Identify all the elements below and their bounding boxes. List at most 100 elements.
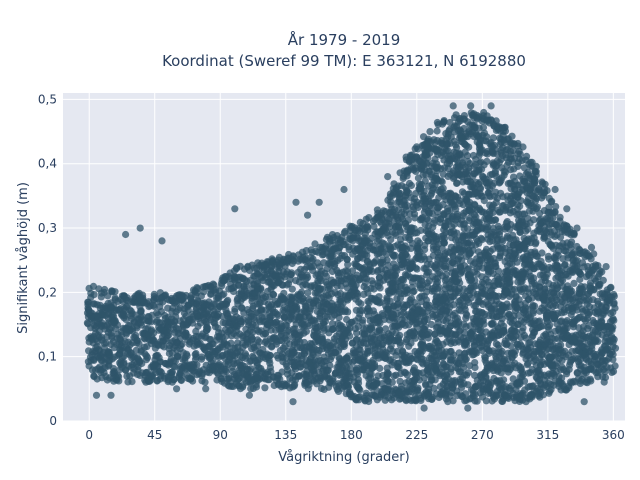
data-point <box>299 294 307 302</box>
data-point <box>473 307 481 315</box>
data-point <box>520 245 528 253</box>
data-point <box>202 326 210 334</box>
data-point <box>341 340 349 348</box>
data-point <box>487 267 495 275</box>
data-point <box>487 320 495 328</box>
data-point <box>529 181 537 189</box>
data-point <box>463 152 472 160</box>
data-point <box>411 214 419 222</box>
data-point <box>369 307 377 315</box>
data-point <box>386 223 394 231</box>
data-point <box>304 289 312 297</box>
data-point <box>413 265 421 273</box>
data-point <box>164 328 172 336</box>
data-point <box>246 327 254 335</box>
data-point <box>462 310 470 318</box>
data-point <box>390 253 398 261</box>
data-point <box>450 220 458 229</box>
data-point <box>271 308 279 317</box>
data-point <box>477 334 485 342</box>
data-point <box>467 276 476 284</box>
data-point <box>363 258 371 266</box>
data-point <box>367 294 375 302</box>
data-point <box>482 373 490 381</box>
data-point <box>485 207 494 216</box>
data-point <box>455 338 463 346</box>
data-point <box>451 192 459 200</box>
data-point <box>133 339 141 347</box>
data-point <box>281 380 289 388</box>
data-point <box>333 266 341 274</box>
data-point <box>411 229 419 237</box>
data-point <box>446 303 454 311</box>
data-point <box>368 365 376 373</box>
data-point <box>214 370 222 378</box>
data-point <box>372 381 380 389</box>
data-point <box>531 168 539 176</box>
data-point <box>302 257 310 265</box>
data-point <box>482 149 490 157</box>
data-point <box>263 350 271 358</box>
data-point <box>498 397 507 405</box>
data-point <box>498 310 507 318</box>
data-point <box>241 362 249 371</box>
data-point <box>349 281 358 289</box>
data-point <box>388 378 396 386</box>
data-point <box>83 319 91 327</box>
data-point <box>192 349 200 358</box>
data-point <box>537 278 546 286</box>
data-point <box>311 356 319 364</box>
data-point <box>376 284 384 292</box>
data-point <box>422 296 430 304</box>
data-point <box>111 316 119 324</box>
data-point <box>157 308 166 316</box>
data-point <box>442 310 450 318</box>
data-point <box>460 320 468 328</box>
data-point <box>245 313 253 322</box>
data-point <box>258 313 266 322</box>
data-point <box>515 155 524 163</box>
data-point <box>306 305 315 313</box>
data-point <box>524 225 532 233</box>
data-point <box>402 397 410 405</box>
data-point <box>377 298 385 306</box>
data-point <box>438 244 446 252</box>
data-point <box>384 261 392 269</box>
data-point <box>442 219 450 227</box>
data-point <box>149 372 157 380</box>
data-point <box>395 222 403 230</box>
data-point <box>261 384 269 392</box>
data-point <box>490 192 498 200</box>
data-point <box>207 336 215 344</box>
data-point <box>136 371 144 379</box>
data-point <box>411 299 419 307</box>
data-point <box>346 332 354 340</box>
data-point <box>407 339 415 347</box>
data-point <box>390 372 398 380</box>
data-point <box>229 367 237 375</box>
data-point <box>523 361 532 369</box>
data-point <box>508 286 516 294</box>
data-point <box>201 282 209 291</box>
data-point <box>425 304 433 312</box>
data-point <box>338 251 346 260</box>
data-point <box>525 339 533 347</box>
data-point <box>495 267 503 275</box>
data-point <box>482 275 490 283</box>
data-point <box>348 267 357 275</box>
data-point <box>464 381 472 389</box>
data-point <box>171 299 179 307</box>
data-point <box>477 234 485 242</box>
data-point <box>441 255 449 263</box>
data-point <box>506 280 514 288</box>
data-point <box>297 319 306 328</box>
data-point <box>393 347 401 355</box>
data-point <box>264 376 272 384</box>
data-point <box>387 198 395 206</box>
data-point <box>531 197 540 205</box>
data-point <box>387 236 395 244</box>
data-point <box>461 356 469 364</box>
data-point <box>284 280 293 288</box>
data-point <box>452 205 460 213</box>
data-point <box>363 362 371 370</box>
